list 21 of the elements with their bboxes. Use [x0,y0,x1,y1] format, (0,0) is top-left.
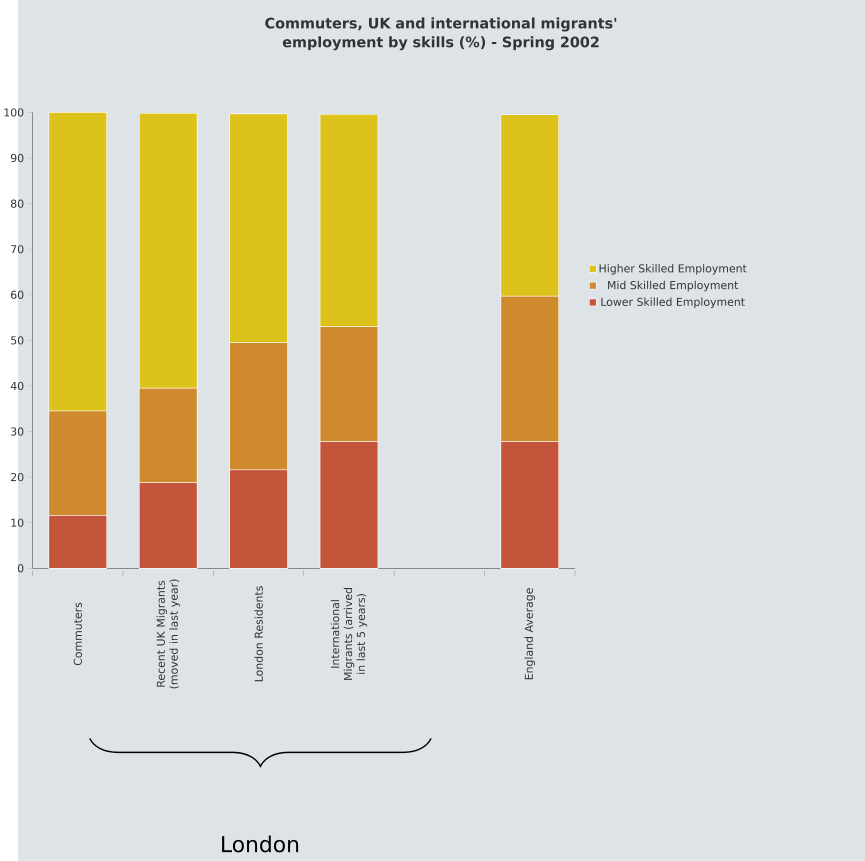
x-tick-label: London Residents [254,586,263,682]
y-tick-label: 40 [10,382,24,390]
chart-title: Commuters, UK and international migrants' employment by skills (%) - Spring 2002 [265,18,616,50]
y-tick-label: 100 [4,108,24,117]
y-tick-label: 90 [10,154,24,162]
legend-label: Mid Skilled Employment [608,280,738,292]
x-tick-label: International Migrants (arrived in last 5 years) [330,588,368,680]
y-tick-label: 60 [11,290,24,299]
y-tick-label: 80 [10,200,24,208]
y-tick-label: 50 [11,336,24,345]
legend-label: Lower Skilled Employment [601,298,745,308]
x-tick-label: Commuters [74,602,82,666]
y-tick-label: 20 [11,473,24,482]
text: London [222,836,298,852]
legend-label: Higher Skilled Employment [600,264,747,275]
y-tick-label: 0 [18,564,24,572]
y-tick-label: 70 [11,245,24,254]
x-tick-label: Recent UK Migrants (moved in last year) [156,580,180,688]
y-tick-label: 10 [11,518,24,527]
x-tick-label: England Average [524,588,536,680]
y-tick-label: 30 [11,427,24,436]
